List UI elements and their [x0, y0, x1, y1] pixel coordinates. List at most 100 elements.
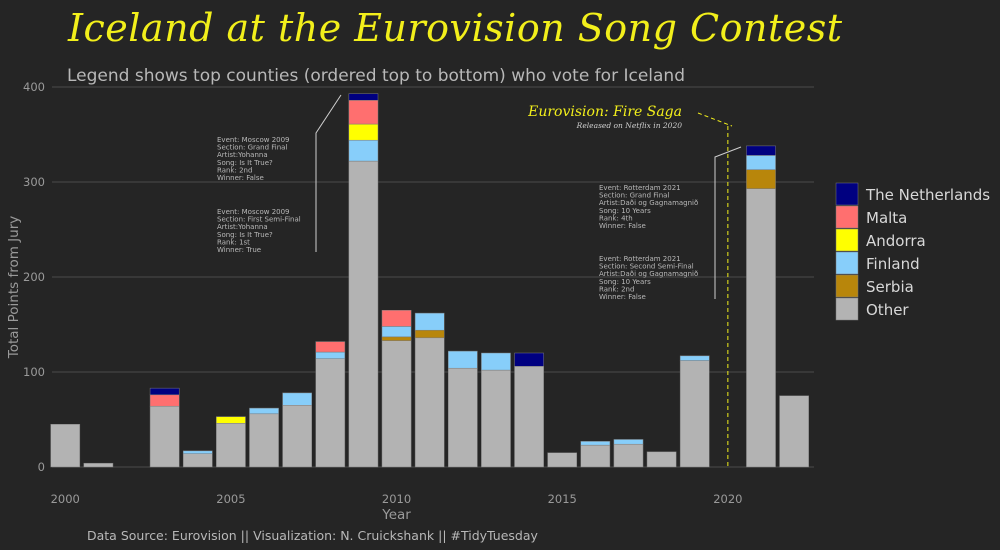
bar-segment-serbia — [414, 329, 445, 339]
annotation-line: Event: Rotterdam 2021 — [599, 255, 681, 263]
annotation-line: Rank: 4th — [599, 214, 633, 222]
bar-segment-other — [315, 358, 346, 468]
bar-segment-malta — [315, 341, 346, 353]
bar-segment-other — [216, 423, 246, 468]
legend-swatch-serbia — [835, 274, 859, 298]
bar-segment-malta — [381, 310, 412, 327]
annotation-line: Artist:Daði og Gagnamagnið — [599, 199, 698, 207]
bar-segment-finland — [746, 155, 776, 170]
bar-segment-other — [149, 405, 180, 468]
data-source-caption: Data Source: Eurovision || Visualization… — [87, 528, 538, 543]
x-tick-label: 2000 — [51, 492, 80, 506]
annotation-line: Event: Rotterdam 2021 — [599, 184, 681, 192]
bar-segment-malta — [348, 100, 379, 125]
annotation-line: Section: Grand Final — [217, 144, 287, 152]
y-tick-label: 200 — [23, 270, 45, 284]
bar-segment-finland — [481, 352, 511, 371]
bar-segment-other — [613, 443, 644, 468]
bar-segment-other — [514, 366, 544, 468]
y-tick-label: 400 — [23, 80, 45, 94]
bar-segment-finland — [613, 439, 644, 445]
bar-segment-malta — [149, 394, 180, 407]
bar-segment-other — [679, 360, 710, 468]
bar-segment-other — [348, 160, 379, 468]
bar-segment-the-netherlands — [348, 93, 379, 101]
annotation-line: Winner: False — [599, 293, 646, 301]
bar-segment-other — [547, 452, 578, 468]
legend-label: The Netherlands — [865, 186, 990, 204]
bar-segment-finland — [414, 312, 445, 331]
bar-segment-finland — [348, 139, 379, 162]
x-tick-label: 2020 — [713, 492, 742, 506]
axes: 0 100 200 300 400 2000 2005 2010 2015 2020 Year Tot… — [6, 80, 743, 523]
bar-segment-other — [414, 337, 445, 468]
bar-segment-finland — [447, 350, 478, 369]
bar-segment-other — [182, 453, 213, 468]
bar-segment-finland — [282, 392, 312, 406]
annotation-line: Artist:Yohanna — [217, 151, 268, 159]
legend-swatch-malta — [835, 205, 859, 229]
annotation-line: Event: Moscow 2009 — [217, 208, 290, 216]
bar-segment-finland — [381, 326, 412, 338]
bar-segment-finland — [249, 407, 279, 415]
annotation-pointer-2009 — [315, 94, 342, 252]
y-axis-title: Total Points from Jury — [6, 216, 22, 359]
bar-segment-finland — [315, 351, 346, 359]
bar-segment-other — [447, 367, 478, 468]
annotation-line: Section: Grand Final — [599, 192, 669, 200]
x-axis-title: Year — [381, 507, 411, 523]
annotation-line: Rank: 1st — [217, 238, 250, 246]
annotation-line: Artist:Daði og Gagnamagnið — [599, 270, 698, 278]
bar-segment-other — [779, 395, 809, 468]
legend-swatch-other — [835, 297, 859, 321]
legend-swatch-the-netherlands — [835, 182, 859, 206]
annotation-line: Song: 10 Years — [599, 278, 651, 286]
annotation-pointer-2021 — [714, 146, 742, 299]
legend-label: Finland — [866, 255, 920, 273]
legend-label: Malta — [866, 209, 907, 227]
bar-segment-other — [481, 369, 511, 468]
annotation-line: Section: Second Semi-Final — [599, 263, 694, 271]
x-tick-label: 2005 — [216, 492, 245, 506]
annotation-line: Winner: True — [217, 246, 261, 254]
annotation-line: Winner: False — [599, 222, 646, 230]
bar-segment-serbia — [746, 169, 776, 189]
fire-saga-subtitle: Released on Netflix in 2020 — [576, 121, 683, 130]
legend-label: Serbia — [866, 278, 914, 296]
legend-label: Other — [866, 301, 909, 319]
legend-label: Andorra — [866, 232, 926, 250]
bar-segment-other — [746, 188, 776, 468]
bar-segment-finland — [182, 450, 213, 454]
annotation-line: Rank: 2nd — [217, 166, 252, 174]
annotation-line: Song: Is It True? — [217, 159, 273, 167]
annotation-line: Rank: 2nd — [599, 285, 634, 293]
bar-segment-other — [381, 340, 412, 468]
bar-segment-the-netherlands — [514, 352, 544, 367]
bar-segment-andorra — [216, 416, 246, 424]
bar-segment-other — [646, 451, 677, 468]
bar-segment-other — [83, 462, 114, 468]
y-tick-label: 300 — [23, 175, 45, 189]
bar-segment-the-netherlands — [149, 387, 180, 396]
annotation-line: Song: 10 Years — [599, 207, 651, 215]
annotation-line: Song: Is It True? — [217, 231, 273, 239]
annotation-text: Event: Moscow 2009 Section: First Semi-Fi… — [217, 208, 301, 254]
x-tick-label: 2010 — [382, 492, 411, 506]
bar-segment-serbia — [381, 336, 412, 341]
bar-segment-other — [282, 405, 312, 468]
annotation-text: Event: Rotterdam 2021 Section: Second Sem… — [599, 255, 698, 301]
fire-saga-title: Eurovision: Fire Saga — [527, 104, 682, 120]
bar-segment-finland — [679, 355, 710, 361]
chart-title: Iceland at the Eurovision Song Contest — [68, 6, 843, 50]
bar-stacks — [50, 93, 809, 468]
legend-swatch-finland — [835, 251, 859, 275]
bar-segment-the-netherlands — [746, 145, 776, 156]
x-tick-label: 2015 — [548, 492, 577, 506]
fire-saga-connector — [697, 112, 733, 127]
annotations: Event: Moscow 2009 Section: Grand Final Ar… — [217, 94, 742, 467]
annotation-line: Section: First Semi-Final — [217, 216, 301, 224]
bar-segment-other — [249, 413, 279, 468]
bar-segment-other — [580, 444, 611, 468]
chart-subtitle: Legend shows top counties (ordered top t… — [67, 66, 685, 86]
bar-segment-andorra — [348, 123, 379, 141]
